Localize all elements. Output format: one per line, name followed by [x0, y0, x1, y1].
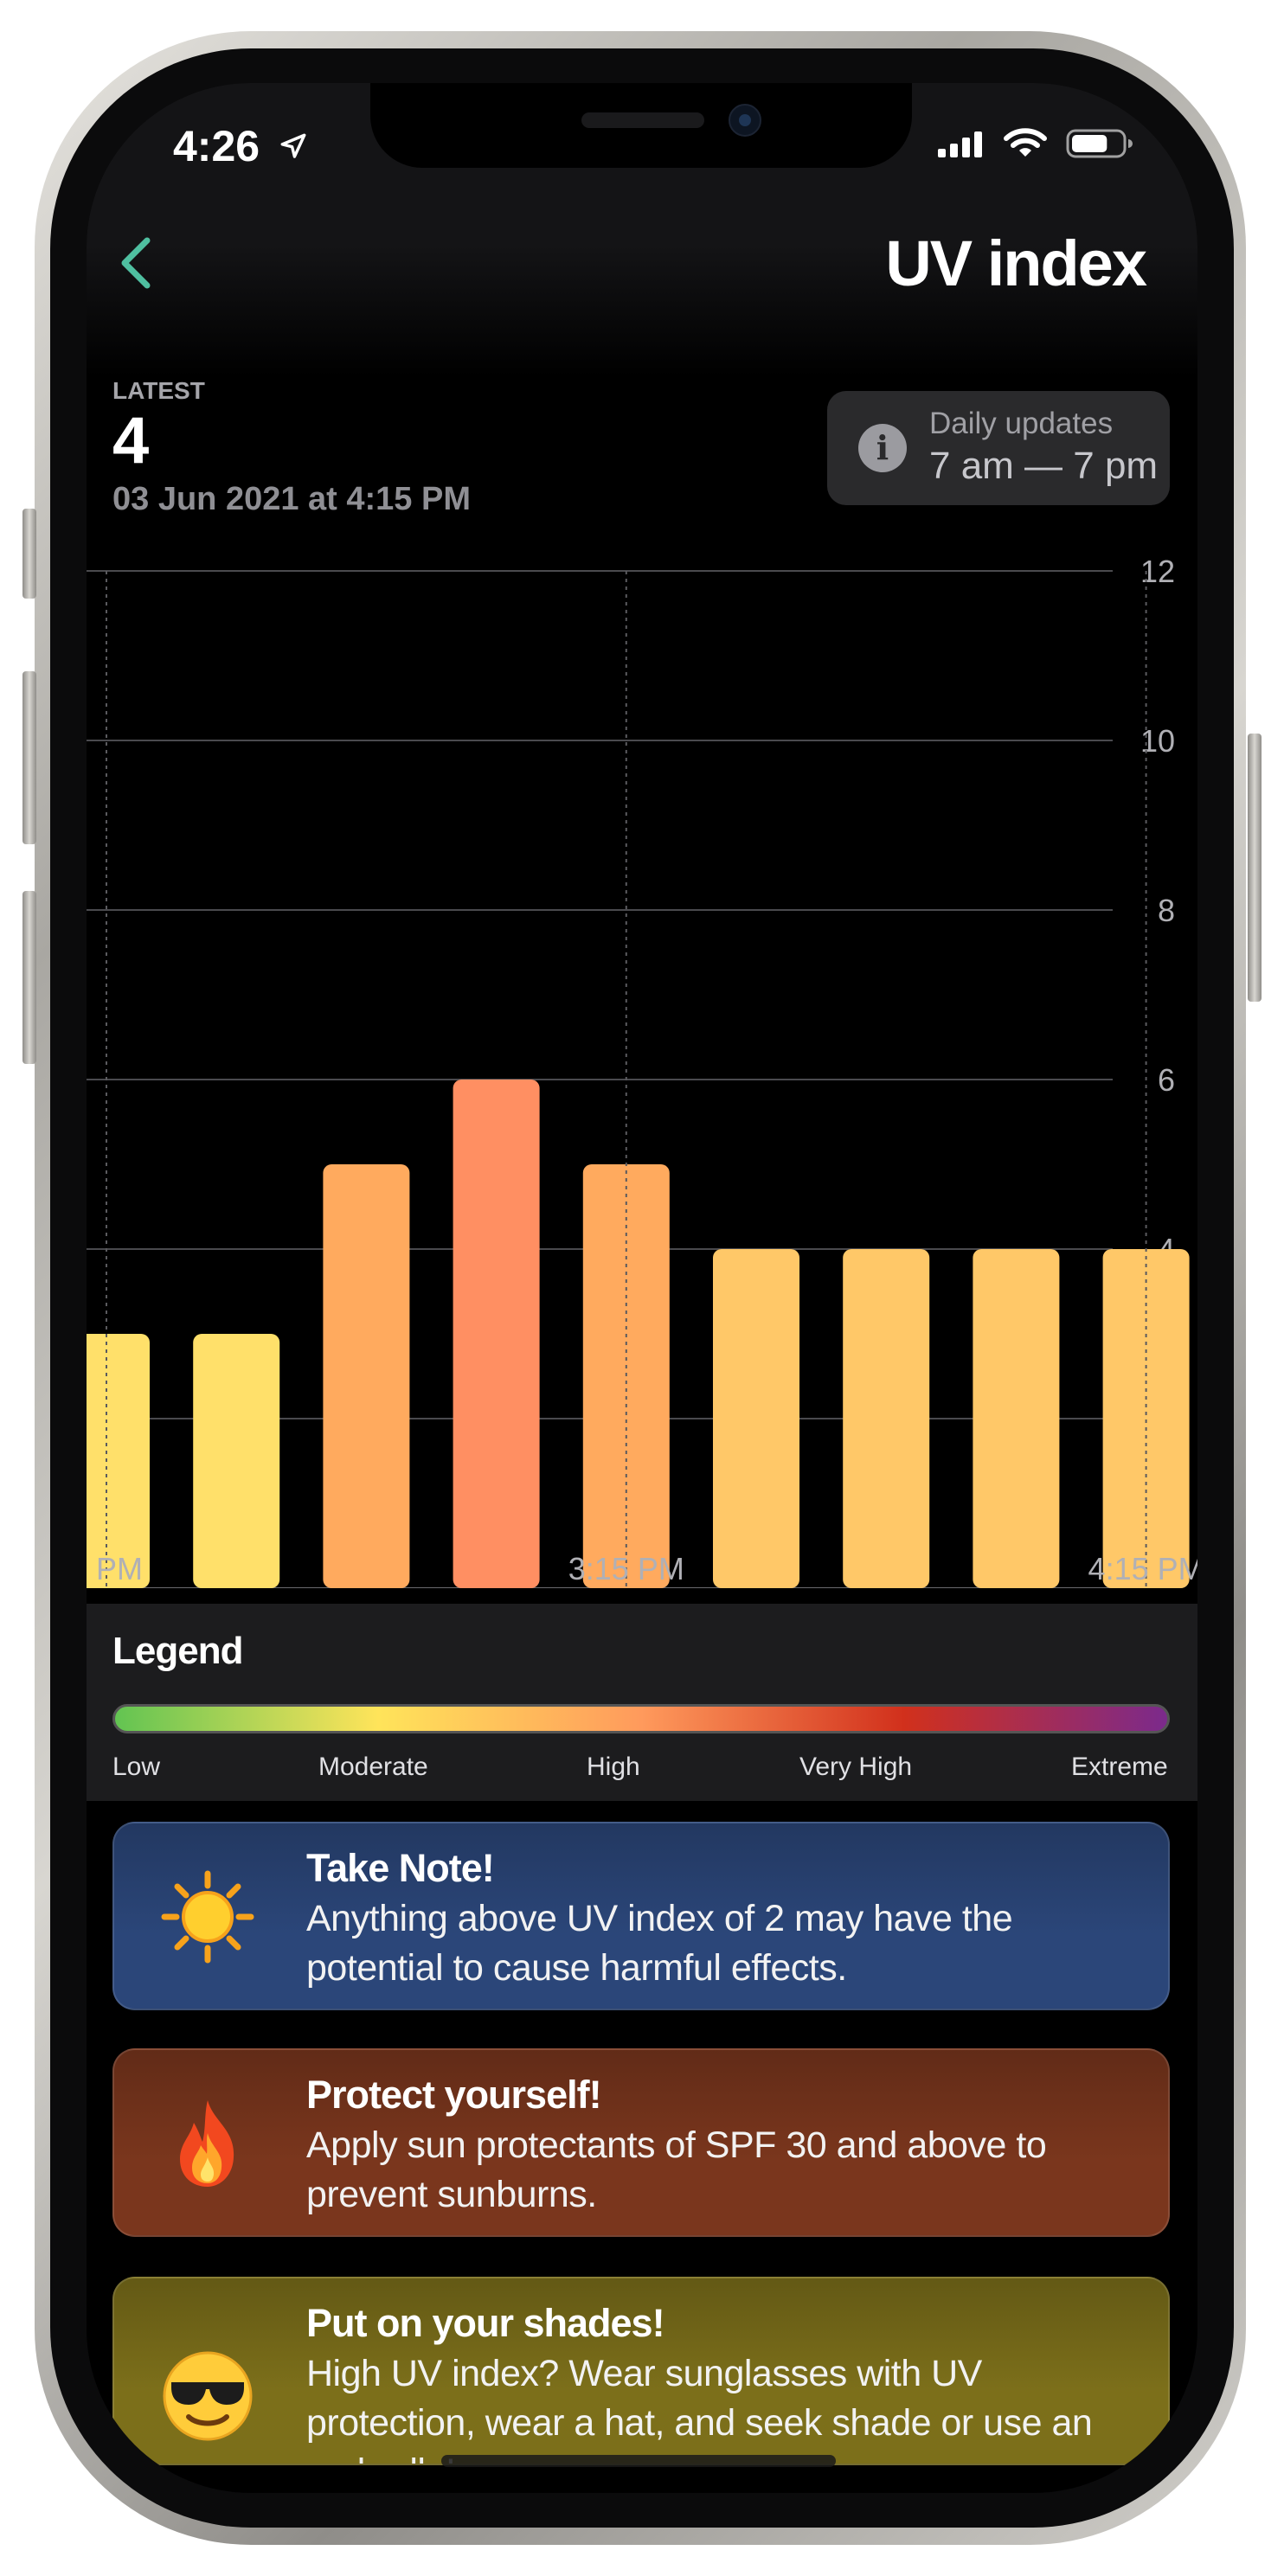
chevron-left-icon: [121, 237, 151, 289]
daily-updates-label: Daily updates: [929, 407, 1114, 440]
chart-bar: [843, 1249, 930, 1588]
volume-down-button: [22, 891, 36, 1064]
front-camera: [729, 104, 761, 137]
card-body: Apply sun protectants of SPF 30 and abov…: [306, 2124, 1047, 2215]
latest-timestamp: 03 Jun 2021 at 4:15 PM: [112, 481, 471, 517]
card-body: High UV index? Wear sunglasses with UV p…: [306, 2353, 1093, 2464]
volume-up-button: [22, 671, 36, 844]
speaker: [581, 112, 704, 128]
daily-updates-hours: 7 am — 7 pm: [929, 445, 1159, 487]
chart-bar: [1102, 1249, 1190, 1588]
cellular-signal-icon: [938, 131, 982, 157]
chart-bar: [973, 1249, 1060, 1588]
chart-bar: [87, 1334, 150, 1588]
legend-panel: Legend Low Moderate High Very High Extre…: [87, 1604, 1197, 1801]
legend-gradient-bar: [112, 1704, 1170, 1733]
chart-bar: [453, 1080, 540, 1588]
back-button[interactable]: [112, 228, 164, 298]
x-tick-label: 3:15 PM: [568, 1551, 684, 1586]
x-tick-label: 4:15 PM: [1088, 1551, 1197, 1586]
status-icons: [938, 128, 1133, 159]
y-tick-label: 8: [1158, 893, 1175, 928]
sunglasses-face-icon: [163, 2351, 253, 2441]
screen: 4:26 UV index LATEST 4 03 Jun 2021 at 4:…: [87, 83, 1197, 2493]
legend-label-high: High: [587, 1753, 640, 1781]
page-title: UV index: [885, 227, 1147, 299]
silent-switch: [22, 509, 36, 599]
fire-icon: [180, 2100, 234, 2187]
y-tick-label: 6: [1158, 1062, 1175, 1098]
notch: [370, 83, 912, 168]
chart-bar: [323, 1164, 410, 1588]
card-title: Take Note!: [306, 1846, 495, 1890]
x-tick-label: 5 PM: [87, 1551, 143, 1586]
legend-label-extreme: Extreme: [1071, 1753, 1168, 1781]
power-button: [1248, 734, 1262, 1002]
info-icon: i: [858, 424, 907, 472]
legend-label-moderate: Moderate: [318, 1753, 428, 1781]
latest-value: 4: [112, 404, 150, 477]
tip-card-put-on-shades[interactable]: Put on your shades! High UV index? Wear …: [112, 2277, 1170, 2465]
home-indicator[interactable]: [441, 2455, 836, 2467]
tip-card-protect-yourself[interactable]: Protect yourself! Apply sun protectants …: [112, 2048, 1170, 2237]
chart-bar: [193, 1334, 280, 1588]
uv-bar-chart: 0246810125 PM3:15 PM4:15 PM: [87, 554, 1197, 1588]
card-title: Protect yourself!: [306, 2073, 602, 2117]
legend-label-very-high: Very High: [799, 1753, 913, 1781]
daily-updates-badge[interactable]: i Daily updates 7 am — 7 pm: [827, 391, 1170, 505]
tip-card-take-note[interactable]: Take Note! Anything above UV index of 2 …: [112, 1822, 1170, 2010]
legend-label-low: Low: [112, 1753, 161, 1781]
latest-label: LATEST: [112, 377, 205, 404]
battery-icon: [1066, 129, 1133, 158]
chart-bar: [713, 1249, 799, 1588]
card-title: Put on your shades!: [306, 2301, 665, 2345]
status-time: 4:26: [173, 122, 260, 170]
sun-icon: [161, 1870, 254, 1964]
wifi-icon: [1004, 128, 1047, 157]
card-body: Anything above UV index of 2 may have th…: [306, 1898, 1013, 1989]
legend-title: Legend: [112, 1630, 243, 1672]
location-arrow-icon: [280, 133, 306, 158]
